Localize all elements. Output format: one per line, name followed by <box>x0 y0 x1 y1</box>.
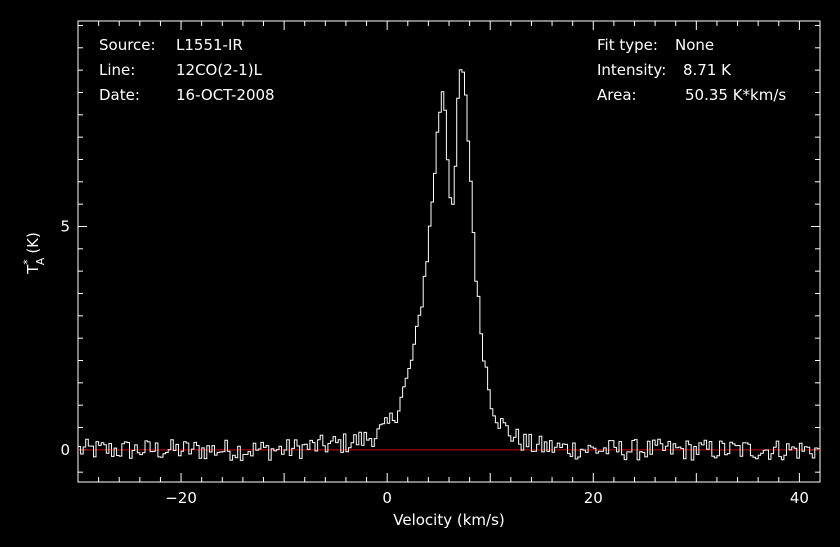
x-tick-label: 20 <box>584 489 603 507</box>
x-tick-label: 40 <box>790 489 809 507</box>
svg-text:T*A(K): T*A (K) <box>21 232 47 275</box>
y-axis-label-sup: * <box>21 259 34 265</box>
line-label: Line: <box>99 61 135 79</box>
source-label: Source: <box>99 36 156 54</box>
area-label: Area: <box>597 86 637 104</box>
axis-tick-labels: −20 0 20 40 0 5 <box>60 217 808 507</box>
intensity-value: 8.71 K <box>683 61 732 79</box>
x-tick-label: 0 <box>382 489 392 507</box>
x-tick-label: −20 <box>165 489 197 507</box>
y-tick-label: 5 <box>60 217 70 235</box>
fit-type-label: Fit type: <box>597 36 658 54</box>
fit-type-value: None <box>675 36 714 54</box>
date-label: Date: <box>99 86 140 104</box>
intensity-label: Intensity: <box>597 61 666 79</box>
y-tick-label: 0 <box>60 441 70 459</box>
axis-ticks <box>77 21 821 482</box>
y-axis-label-main: T <box>24 264 42 275</box>
spectrum-line <box>78 69 820 461</box>
y-axis-label: T*A (K) <box>21 232 47 275</box>
area-value: 50.35 K*km/s <box>685 86 786 104</box>
source-value: L1551-IR <box>176 36 243 54</box>
y-axis-label-unit: (K) <box>24 232 42 254</box>
date-value: 16-OCT-2008 <box>176 86 275 104</box>
y-axis-label-sub: A <box>34 257 47 265</box>
line-value: 12CO(2-1)L <box>176 61 263 79</box>
header-info: Source: L1551-IR Line: 12CO(2-1)L Date: … <box>99 36 786 104</box>
x-axis-label: Velocity (km/s) <box>393 511 504 529</box>
